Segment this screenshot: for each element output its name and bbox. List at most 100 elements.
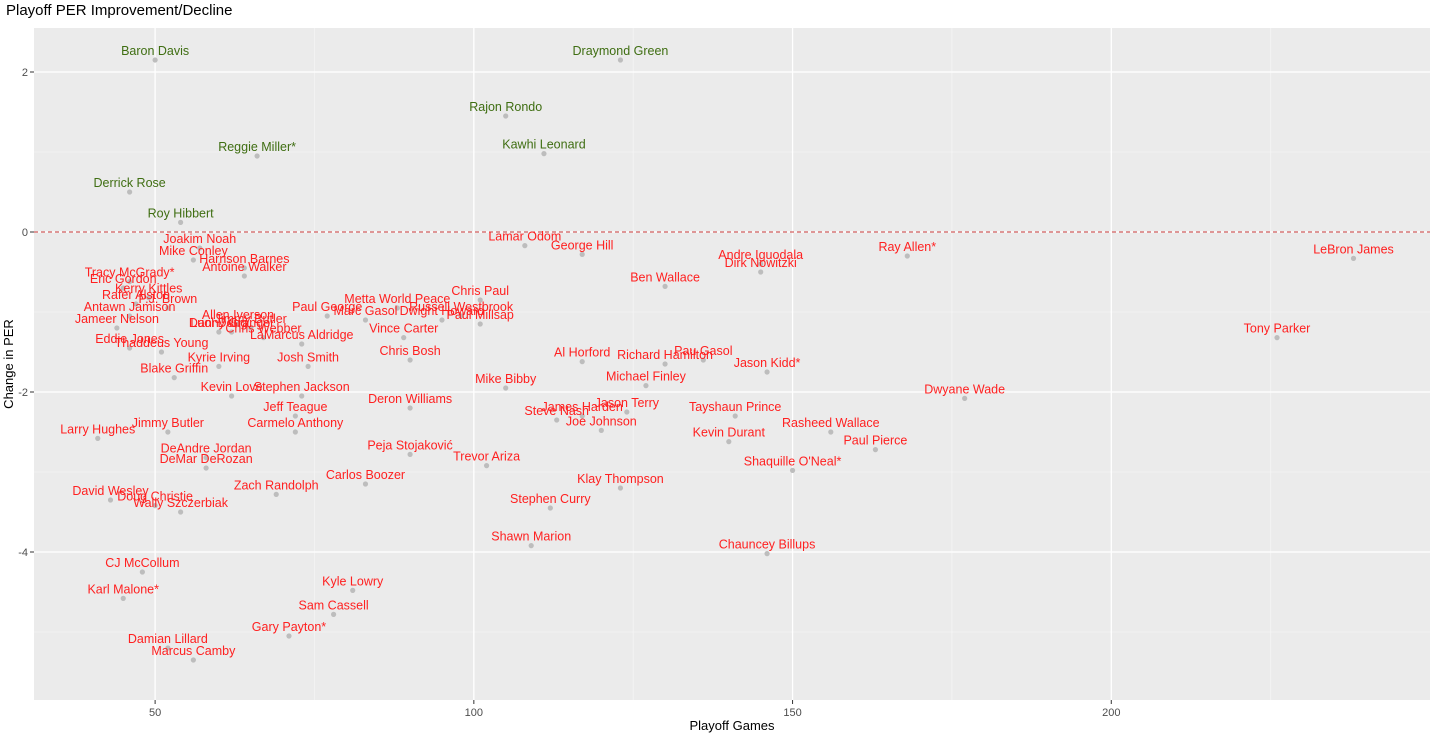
data-point [203, 455, 209, 461]
data-point [598, 427, 604, 433]
data-point [165, 305, 171, 311]
point-label: Tracy McGrady* [85, 266, 175, 280]
point-label: Doug Christie [117, 490, 193, 504]
point-label: Kawhi Leonard [502, 138, 585, 152]
data-point [789, 467, 796, 473]
data-point [828, 429, 834, 435]
point-label: Vince Carter [369, 322, 438, 336]
point-label: Pau Gasol [674, 344, 732, 358]
point-label: Steve Nash [524, 404, 589, 418]
point-label: DeAndre Jordan [161, 442, 252, 456]
data-point [407, 357, 413, 363]
y-axis-ticks: 2 0 -2 -4 [18, 67, 34, 559]
point-label: Joakim Noah [163, 232, 236, 246]
point-label: Kerry Kittles [115, 282, 182, 296]
data-point [299, 341, 305, 347]
data-point [726, 439, 732, 445]
y-tick-label: 2 [22, 67, 28, 79]
data-point [107, 497, 114, 503]
x-tick-label: 150 [783, 707, 801, 719]
x-tick-label: 50 [149, 707, 161, 719]
point-label: Jason Terry [595, 396, 660, 410]
plot-panel [34, 28, 1430, 700]
data-point [120, 595, 126, 602]
data-point [190, 657, 196, 663]
data-point [477, 321, 483, 327]
point-label: Metta World Peace [344, 292, 450, 306]
point-label: Antawn Jamison [84, 300, 176, 314]
point-label: Al Horford [554, 346, 610, 360]
data-point [324, 313, 330, 319]
data-point [133, 301, 139, 307]
data-point [700, 357, 706, 363]
point-label: Kevin Durant [693, 426, 766, 440]
y-tick-label: -2 [18, 387, 28, 399]
point-label: Harrison Barnes [199, 252, 289, 266]
data-point [299, 393, 305, 399]
data-point [394, 305, 400, 311]
data-point [273, 491, 279, 497]
data-point [305, 363, 311, 369]
point-label: Marc Gasol [334, 304, 398, 318]
point-label: Jason Kidd* [734, 356, 801, 370]
point-label: Tony Parker [1244, 322, 1311, 336]
data-point [165, 645, 171, 651]
major-gridlines [34, 28, 1430, 700]
data-point [477, 297, 483, 303]
point-label: Chris Paul [451, 284, 509, 298]
point-label: DeMar DeRozan [160, 452, 253, 466]
data-point [872, 447, 879, 453]
data-point [292, 429, 298, 435]
point-label: Derrick Rose [93, 176, 165, 190]
point-label: Jimmy Butler [132, 416, 204, 430]
point-label: Jimmy Butler [215, 312, 287, 326]
y-tick-label: -4 [18, 547, 28, 559]
data-point [503, 113, 509, 119]
data-point [127, 313, 133, 319]
data-point [178, 509, 184, 515]
point-label: Michael Finley [606, 370, 687, 384]
data-point [235, 321, 241, 327]
y-axis-title: Change in PER [1, 319, 16, 409]
data-point [439, 317, 445, 323]
point-label: P.J. Brown [138, 292, 197, 306]
point-label: Josh Smith [277, 350, 339, 364]
data-point [662, 283, 668, 289]
data-point [350, 587, 356, 594]
point-label: CJ McCollum [105, 556, 179, 570]
point-label: Dwyane Wade [924, 382, 1005, 396]
point-label: Ray Allen* [878, 240, 936, 254]
point-label: Allen Iverson [202, 308, 274, 322]
data-point [114, 325, 120, 331]
data-point [127, 345, 133, 351]
data-point [190, 257, 196, 263]
point-label: Paul Millsap [447, 308, 514, 322]
data-point [758, 261, 764, 267]
point-label: Joe Johnson [566, 414, 637, 428]
point-label: Chauncey Billups [719, 538, 816, 552]
data-point [407, 405, 413, 411]
x-tick-label: 100 [465, 707, 483, 719]
data-point [362, 481, 369, 487]
data-point [1274, 335, 1280, 341]
point-label: Ben Wallace [630, 270, 700, 284]
point-label: Rafer Alston [102, 288, 170, 302]
point-label: Lamar Odom [488, 230, 561, 244]
point-label: Richard Hamilton [617, 348, 713, 362]
point-label: Klay Thompson [577, 472, 664, 486]
data-point [229, 329, 235, 335]
data-point [248, 325, 254, 331]
x-tick-label: 200 [1102, 707, 1120, 719]
point-label: Tayshaun Prince [689, 400, 781, 414]
point-label: Jeff Teague [263, 400, 327, 414]
point-label: Chris Webber [225, 322, 301, 336]
data-point [254, 153, 260, 159]
data-point [547, 505, 553, 511]
data-point [95, 435, 101, 441]
data-point [216, 363, 222, 369]
point-label: Paul George [292, 300, 362, 314]
data-point [458, 313, 464, 319]
point-label: Danny Granger [189, 316, 274, 330]
data-point [764, 551, 770, 557]
minor-gridlines [34, 28, 1430, 700]
